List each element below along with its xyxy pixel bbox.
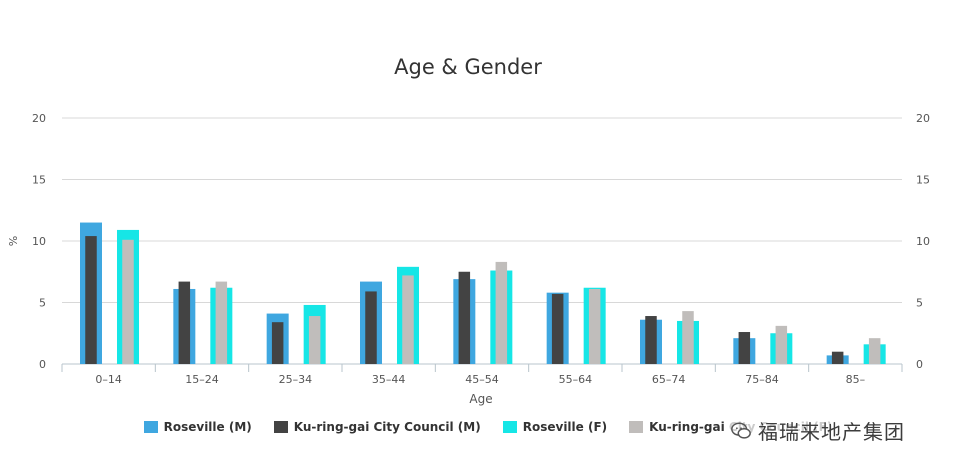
- x-tick-label: 65–74: [652, 373, 686, 386]
- y-tick-label-right: 15: [916, 174, 930, 187]
- bar-kuringgai-m: [831, 351, 844, 364]
- x-tick-label: 45–54: [465, 373, 499, 386]
- bar-kuringgai-m: [458, 271, 471, 364]
- bar-kuringgai-m: [271, 322, 284, 364]
- legend-swatch: [143, 421, 158, 433]
- x-tick-label: 0–14: [95, 373, 122, 386]
- bar-kuringgai-f: [215, 281, 228, 364]
- bar-kuringgai-f: [868, 338, 881, 364]
- x-tick-label: 25–34: [279, 373, 313, 386]
- bar-kuringgai-f: [775, 325, 788, 364]
- x-axis-label: Age: [469, 392, 492, 406]
- legend-label: Roseville (M): [163, 420, 252, 434]
- y-tick-label-left: 5: [39, 297, 46, 310]
- bar-kuringgai-m: [738, 332, 751, 364]
- x-tick-label: 15–24: [185, 373, 219, 386]
- y-axis-label: %: [7, 236, 20, 246]
- chart-title: Age & Gender: [394, 55, 542, 79]
- y-tick-label-left: 15: [32, 174, 46, 187]
- watermark: 福瑞来地产集团: [726, 414, 911, 447]
- bar-kuringgai-m: [178, 281, 191, 364]
- y-tick-label-left: 20: [32, 112, 46, 125]
- bar-kuringgai-f: [122, 239, 134, 364]
- y-tick-label-right: 5: [916, 297, 923, 310]
- bar-kuringgai-m: [551, 293, 564, 364]
- bar-kuringgai-m: [365, 291, 377, 364]
- x-tick-label: 55–64: [559, 373, 593, 386]
- wechat-icon: [731, 421, 751, 439]
- bar-kuringgai-f: [682, 311, 694, 364]
- x-tick-label: 35–44: [372, 373, 406, 386]
- y-tick-label-right: 20: [916, 112, 930, 125]
- legend-label: Roseville (F): [522, 420, 608, 434]
- bar-kuringgai-f: [495, 261, 508, 364]
- x-tick-label: 75–84: [745, 373, 779, 386]
- legend-item-roseville-f[interactable]: Roseville (F): [502, 420, 608, 434]
- y-tick-label-right: 0: [916, 358, 923, 371]
- watermark-text: 福瑞来地产集团: [758, 420, 905, 444]
- bar-kuringgai-f: [308, 316, 321, 364]
- legend-item-roseville-m[interactable]: Roseville (M): [143, 420, 252, 434]
- x-tick-label: 85–: [846, 373, 866, 386]
- y-tick-label-left: 0: [39, 358, 46, 371]
- bar-kuringgai-f: [588, 288, 601, 364]
- legend-swatch: [502, 421, 517, 433]
- bar-kuringgai-f: [402, 275, 414, 364]
- legend-swatch: [273, 421, 288, 433]
- legend-label: Ku-ring-gai City Council (M): [293, 420, 481, 434]
- bar-kuringgai-m: [85, 236, 97, 364]
- legend-swatch: [629, 421, 644, 433]
- legend-item-kuringgai-m[interactable]: Ku-ring-gai City Council (M): [273, 420, 481, 434]
- y-tick-label-left: 10: [32, 235, 46, 248]
- y-tick-label-right: 10: [916, 235, 930, 248]
- bar-kuringgai-m: [645, 316, 657, 364]
